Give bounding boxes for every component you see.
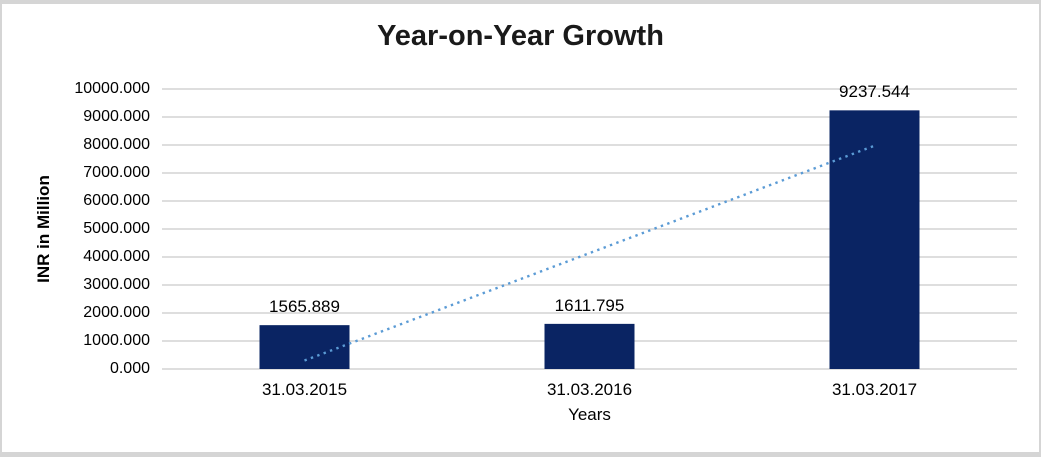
bar (544, 323, 635, 369)
x-tick-label: 31.03.2016 (546, 380, 633, 399)
data-label: 9237.544 (839, 82, 910, 102)
data-label: 1611.795 (554, 295, 625, 315)
x-tick-label: 31.03.2017 (831, 380, 918, 399)
y-tick-label: 0.000 (109, 360, 150, 377)
x-axis-title: Years (568, 405, 611, 424)
y-tick-label: 8000.000 (83, 136, 150, 153)
y-tick-label: 4000.000 (83, 248, 150, 265)
y-tick-label: 1000.000 (83, 332, 150, 349)
y-tick-label: 9000.000 (83, 108, 150, 125)
bar (829, 110, 920, 370)
y-tick-label: 5000.000 (83, 220, 150, 237)
y-tick-label: 10000.000 (74, 80, 150, 97)
bar (259, 325, 350, 369)
data-label: 1565.889 (269, 297, 340, 317)
y-tick-label: 2000.000 (83, 304, 150, 321)
chart-title: Year-on-Year Growth (377, 20, 664, 52)
x-tick-label: 31.03.2015 (261, 380, 348, 399)
y-tick-label: 6000.000 (83, 192, 150, 209)
y-tick-label: 3000.000 (83, 276, 150, 293)
y-tick-label: 7000.000 (83, 164, 150, 181)
